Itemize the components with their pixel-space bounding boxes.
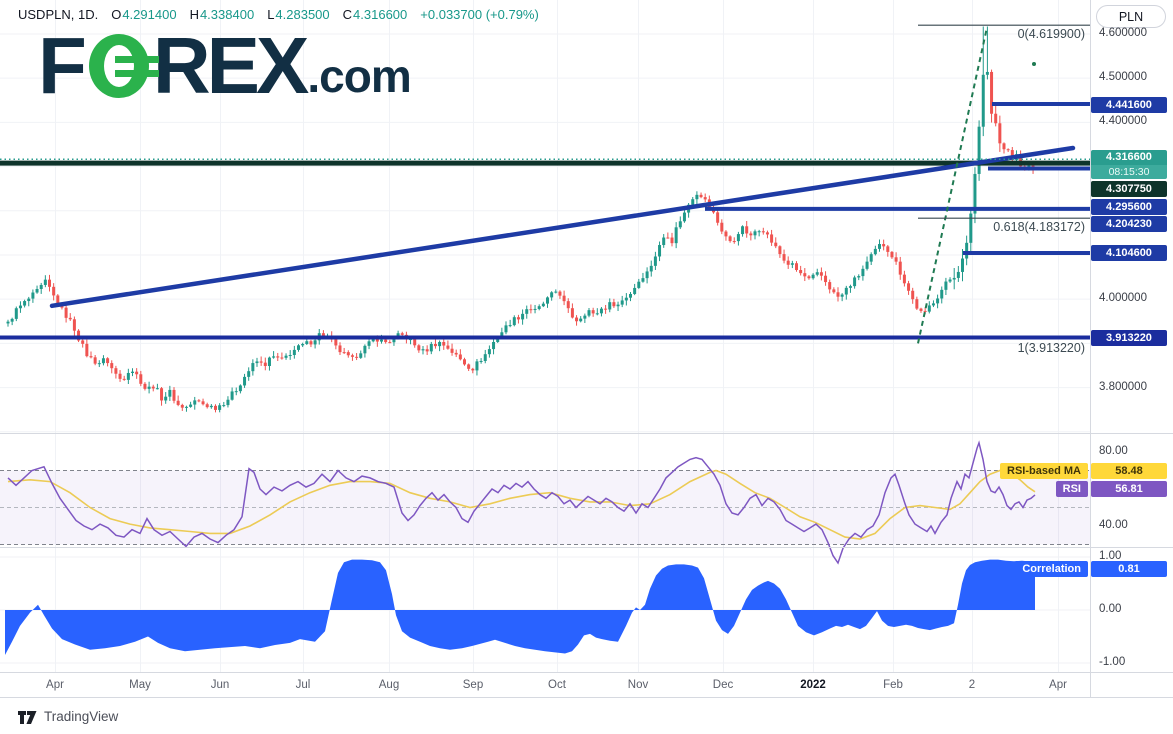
rsi-axis-tick[interactable]: 40.00 [1099, 519, 1128, 531]
time-axis-label[interactable]: Jul [295, 679, 311, 691]
price-level-badge: 4.204230 [1091, 216, 1167, 232]
ohlc-close: C 4.316600 [342, 7, 408, 22]
correlation-axis-tick[interactable]: 0.00 [1099, 603, 1122, 615]
tradingview-attribution[interactable]: TradingView [18, 709, 118, 724]
current-price-value: 4.316600 [1091, 150, 1167, 165]
symbol-legend[interactable]: USDPLN, 1D. O 4.291400 H 4.338400 L 4.28350… [18, 7, 539, 22]
projection-dashed-line[interactable] [917, 27, 988, 344]
time-axis-label[interactable]: 2022 [800, 679, 826, 691]
logo-dotcom: .com [307, 50, 411, 102]
time-axis-label[interactable]: Dec [712, 679, 734, 691]
fib-label: 1(3.913220) [1017, 341, 1085, 355]
current-price-badge: 4.316600 08:15:30 [1091, 150, 1167, 179]
logo-o-bar [114, 56, 159, 63]
symbol-name[interactable]: USDPLN, 1D. [18, 7, 99, 22]
ohlc-high: H 4.338400 [189, 7, 255, 22]
price-axis-tick[interactable]: 4.500000 [1099, 71, 1147, 84]
time-axis-label[interactable]: Feb [883, 679, 903, 691]
price-axis-tick[interactable]: 4.400000 [1099, 115, 1147, 128]
time-axis-label[interactable]: Aug [378, 679, 400, 691]
logo-letter-f: F [38, 21, 87, 110]
pane-separators[interactable] [0, 0, 1173, 698]
time-axis-label[interactable]: 2 [968, 679, 976, 691]
trendline[interactable] [49, 145, 1076, 309]
time-axis-label[interactable]: Apr [46, 679, 64, 691]
price-axis-tick[interactable]: 3.800000 [1099, 380, 1147, 393]
price-axis-tick[interactable]: 4.000000 [1099, 292, 1147, 305]
correlation-area [5, 559, 1035, 655]
forexcom-watermark: F REX .com [38, 21, 412, 110]
price-axis-tick[interactable]: 4.600000 [1099, 26, 1147, 39]
rsi-axis-tick[interactable]: 80.00 [1099, 445, 1128, 457]
time-axis-label[interactable]: Jun [210, 679, 230, 691]
change-value: +0.033700 (+0.79%) [420, 7, 539, 22]
ohlc-low: L 4.283500 [267, 7, 330, 22]
currency-toggle-button[interactable]: PLN [1096, 5, 1166, 28]
fib-label: 0(4.619900) [1017, 27, 1085, 41]
time-axis-label[interactable]: Oct [548, 679, 566, 691]
price-level-badge: 4.441600 [1091, 97, 1167, 113]
rsi-value-badge: 56.81 [1091, 481, 1167, 497]
price-level-badge: 3.913220 [1091, 330, 1167, 346]
time-axis-label[interactable]: Apr [1049, 679, 1067, 691]
correlation-label[interactable]: Correlation [1015, 561, 1088, 577]
ohlc-open: O 4.291400 [111, 7, 177, 22]
price-level-badge: 4.104600 [1091, 245, 1167, 261]
rsi-ma-line [7, 469, 1036, 540]
correlation-value-badge: 0.81 [1091, 561, 1167, 577]
logo-o-bar [114, 70, 159, 77]
time-axis-label[interactable]: Nov [627, 679, 649, 691]
time-axis-label[interactable]: May [129, 679, 151, 691]
time-axis-label[interactable]: Sep [462, 679, 484, 691]
rsi-label[interactable]: RSI [1055, 481, 1088, 497]
fib-label: 0.618(4.183172) [993, 220, 1085, 234]
correlation-axis-tick[interactable]: -1.00 [1099, 656, 1126, 668]
bar-countdown: 08:15:30 [1091, 165, 1167, 179]
rsi-ma-label[interactable]: RSI-based MA [1000, 463, 1088, 479]
logo-letter-o [88, 34, 159, 98]
dot-marker [1032, 62, 1036, 67]
candlestick-series [6, 26, 1035, 413]
price-level-badge: 4.295600 [1091, 199, 1167, 215]
correlation-axis-tick[interactable]: 1.00 [1099, 550, 1122, 562]
logo-letters-rex: REX [152, 21, 309, 110]
rsi-line [7, 440, 1036, 565]
rsi-ma-value-badge: 58.48 [1091, 463, 1167, 479]
tradingview-text: TradingView [44, 709, 119, 724]
price-level-badge: 4.307750 [1091, 181, 1167, 197]
logo-o-hole [103, 45, 134, 87]
tradingview-icon [18, 711, 37, 724]
